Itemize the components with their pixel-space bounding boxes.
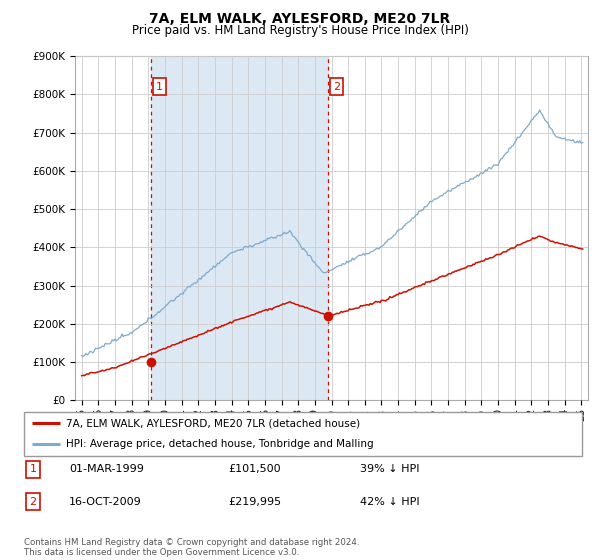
Text: 42% ↓ HPI: 42% ↓ HPI	[360, 497, 419, 507]
Bar	[151, 56, 328, 400]
FancyBboxPatch shape	[24, 412, 582, 456]
Text: HPI: Average price, detached house, Tonbridge and Malling: HPI: Average price, detached house, Tonb…	[66, 439, 373, 449]
Text: Contains HM Land Registry data © Crown copyright and database right 2024.
This d: Contains HM Land Registry data © Crown c…	[24, 538, 359, 557]
Text: 7A, ELM WALK, AYLESFORD, ME20 7LR: 7A, ELM WALK, AYLESFORD, ME20 7LR	[149, 12, 451, 26]
Text: 39% ↓ HPI: 39% ↓ HPI	[360, 464, 419, 474]
Text: 01-MAR-1999: 01-MAR-1999	[69, 464, 144, 474]
Text: Price paid vs. HM Land Registry's House Price Index (HPI): Price paid vs. HM Land Registry's House …	[131, 24, 469, 36]
Text: £219,995: £219,995	[228, 497, 281, 507]
Text: 2: 2	[333, 82, 340, 92]
Text: 2: 2	[29, 497, 37, 507]
Text: £101,500: £101,500	[228, 464, 281, 474]
Text: 7A, ELM WALK, AYLESFORD, ME20 7LR (detached house): 7A, ELM WALK, AYLESFORD, ME20 7LR (detac…	[66, 418, 360, 428]
Text: 16-OCT-2009: 16-OCT-2009	[69, 497, 142, 507]
Text: 1: 1	[156, 82, 163, 92]
Text: 1: 1	[29, 464, 37, 474]
